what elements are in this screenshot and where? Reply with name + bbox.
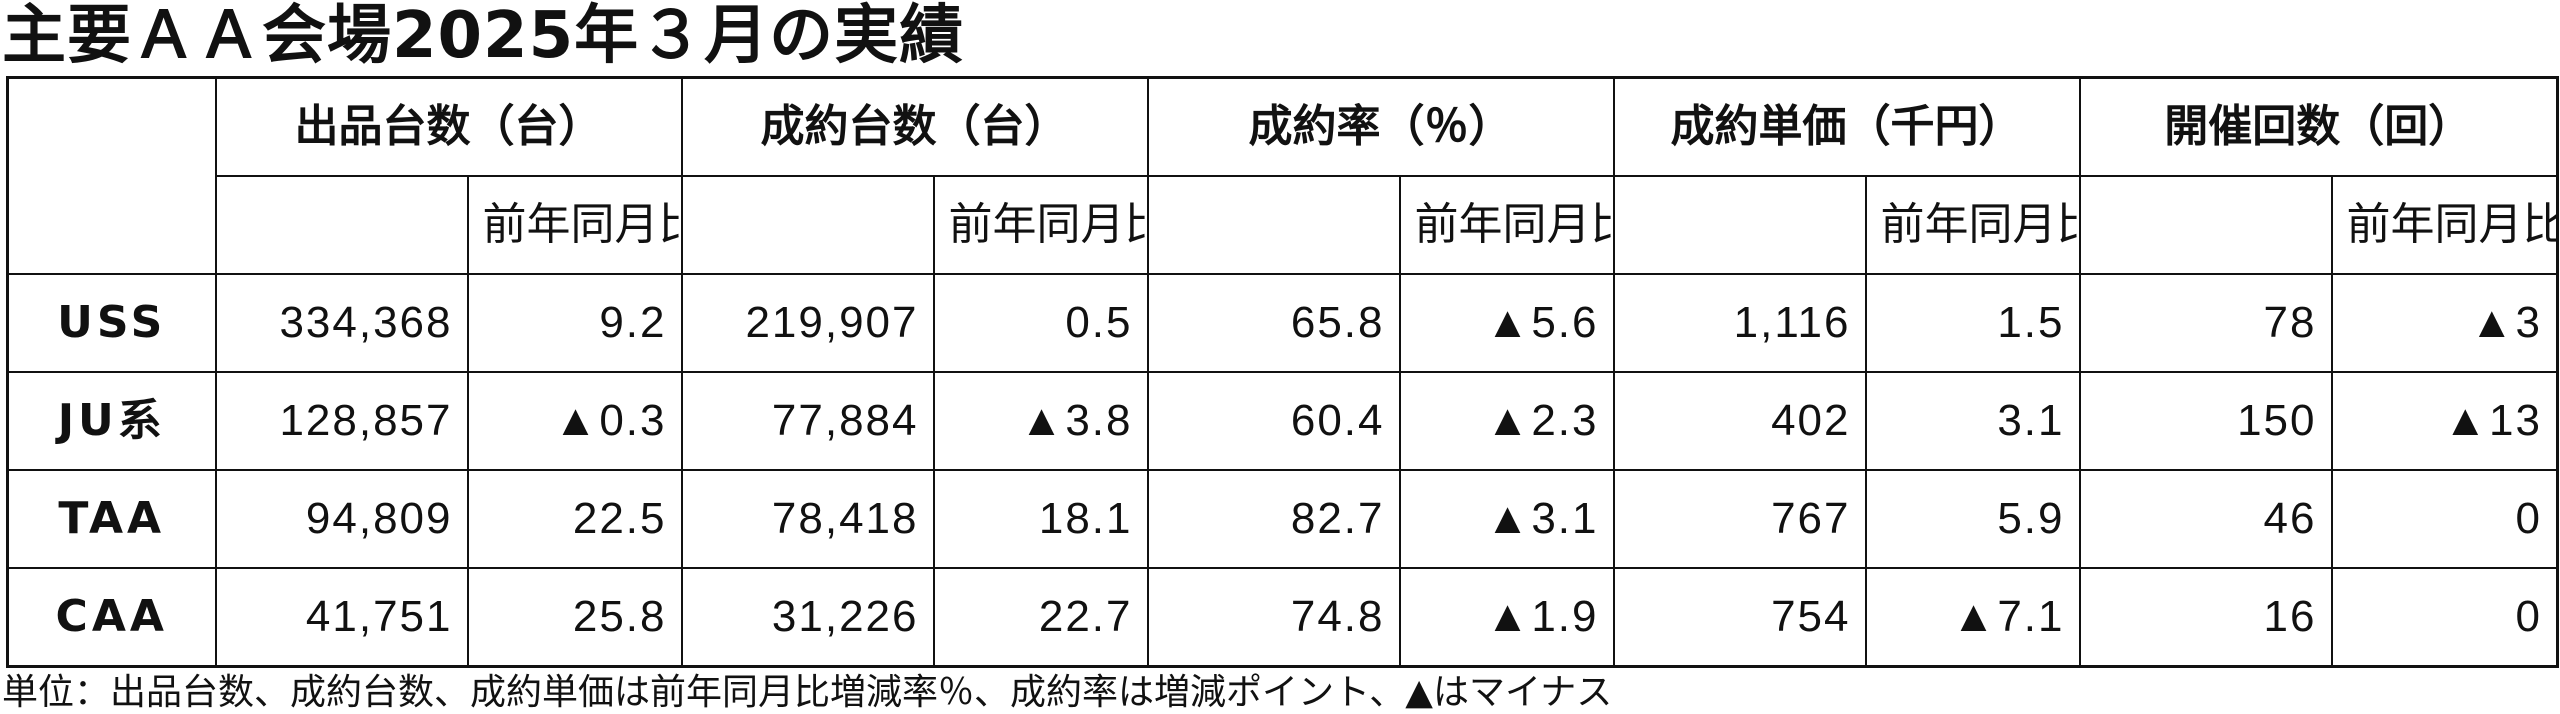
- header-row-groups: 出品台数（台） 成約台数（台） 成約率（％） 成約単価（千円） 開催回数（回）: [6, 76, 2559, 275]
- cell-contracts: 31,226: [680, 567, 935, 668]
- sub-header-blank: [680, 176, 935, 275]
- group-header-unit-price: 成約単価（千円）: [1612, 76, 2081, 177]
- cell-sessions: 78: [2078, 273, 2333, 373]
- cell-unit-price-yoy: 3.1: [1864, 371, 2081, 471]
- sub-header-blank: [1612, 176, 1867, 275]
- cell-unit-price-yoy: 5.9: [1864, 469, 2081, 569]
- results-table: 出品台数（台） 成約台数（台） 成約率（％） 成約単価（千円） 開催回数（回） …: [6, 76, 2559, 668]
- cell-listings: 128,857: [214, 371, 469, 471]
- header-row-sub: 前年同月比 前年同月比 前年同月比 前年同月比 前年同月比: [8, 175, 2559, 275]
- sub-header-yoy: 前年同月比: [2330, 175, 2559, 275]
- corner-cell: [6, 76, 217, 275]
- cell-rate-yoy: ▲1.9: [1398, 567, 1615, 668]
- cell-listings: 334,368: [214, 273, 469, 373]
- cell-contracts-yoy: 22.7: [932, 567, 1149, 668]
- cell-listings: 94,809: [214, 469, 469, 569]
- cell-unit-price-yoy: 1.5: [1864, 273, 2081, 373]
- cell-rate-yoy: ▲2.3: [1398, 371, 1615, 471]
- row-name: CAA: [6, 567, 217, 668]
- sub-header-blank: [214, 176, 469, 275]
- cell-unit-price: 1,116: [1612, 273, 1867, 373]
- cell-contracts: 78,418: [680, 469, 935, 569]
- table-row: USS 334,368 9.2 219,907 0.5 65.8 ▲5.6 1,…: [6, 273, 2559, 373]
- cell-rate: 82.7: [1146, 469, 1401, 569]
- group-header-sessions: 開催回数（回）: [2078, 76, 2559, 177]
- sub-header-yoy: 前年同月比: [466, 175, 683, 275]
- sub-header-yoy: 前年同月比: [1398, 175, 1615, 275]
- cell-contracts-yoy: 0.5: [932, 273, 1149, 373]
- cell-sessions-yoy: 0: [2330, 469, 2559, 569]
- cell-listings-yoy: 22.5: [466, 469, 683, 569]
- cell-unit-price: 754: [1612, 567, 1867, 668]
- cell-contracts: 77,884: [680, 371, 935, 471]
- row-name: TAA: [6, 469, 217, 569]
- sub-header-blank: [2078, 176, 2333, 275]
- cell-sessions: 46: [2078, 469, 2333, 569]
- cell-sessions-yoy: 0: [2330, 567, 2559, 668]
- cell-sessions: 150: [2078, 371, 2333, 471]
- cell-sessions-yoy: ▲13: [2330, 371, 2559, 471]
- group-header-listings: 出品台数（台）: [214, 76, 683, 177]
- row-name: USS: [6, 273, 217, 373]
- cell-listings-yoy: 9.2: [466, 273, 683, 373]
- sub-header-yoy: 前年同月比: [1864, 175, 2081, 275]
- table-row: TAA 94,809 22.5 78,418 18.1 82.7 ▲3.1 76…: [6, 469, 2559, 569]
- sub-header-blank: [1146, 176, 1401, 275]
- cell-rate: 60.4: [1146, 371, 1401, 471]
- cell-contracts-yoy: ▲3.8: [932, 371, 1149, 471]
- cell-rate-yoy: ▲3.1: [1398, 469, 1615, 569]
- cell-listings-yoy: 25.8: [466, 567, 683, 668]
- cell-rate-yoy: ▲5.6: [1398, 273, 1615, 373]
- cell-unit-price: 402: [1612, 371, 1867, 471]
- cell-contracts: 219,907: [680, 273, 935, 373]
- cell-listings-yoy: ▲0.3: [466, 371, 683, 471]
- table-row: JU系 128,857 ▲0.3 77,884 ▲3.8 60.4 ▲2.3 4…: [6, 371, 2559, 471]
- footnote: 単位：出品台数、成約台数、成約単価は前年同月比増減率％、成約率は増減ポイント、▲…: [2, 672, 1613, 713]
- cell-rate: 74.8: [1146, 567, 1401, 668]
- cell-sessions: 16: [2078, 567, 2333, 668]
- table-row: CAA 41,751 25.8 31,226 22.7 74.8 ▲1.9 75…: [6, 567, 2559, 668]
- cell-sessions-yoy: ▲3: [2330, 273, 2559, 373]
- sub-header-yoy: 前年同月比: [932, 175, 1149, 275]
- cell-unit-price: 767: [1612, 469, 1867, 569]
- cell-rate: 65.8: [1146, 273, 1401, 373]
- cell-listings: 41,751: [214, 567, 469, 668]
- group-header-contracts: 成約台数（台）: [680, 76, 1149, 177]
- group-header-contract-rate: 成約率（％）: [1146, 76, 1615, 177]
- page-title: 主要ＡＡ会場2025年３月の実績: [2, 0, 965, 73]
- row-name: JU系: [6, 371, 217, 471]
- cell-unit-price-yoy: ▲7.1: [1864, 567, 2081, 668]
- cell-contracts-yoy: 18.1: [932, 469, 1149, 569]
